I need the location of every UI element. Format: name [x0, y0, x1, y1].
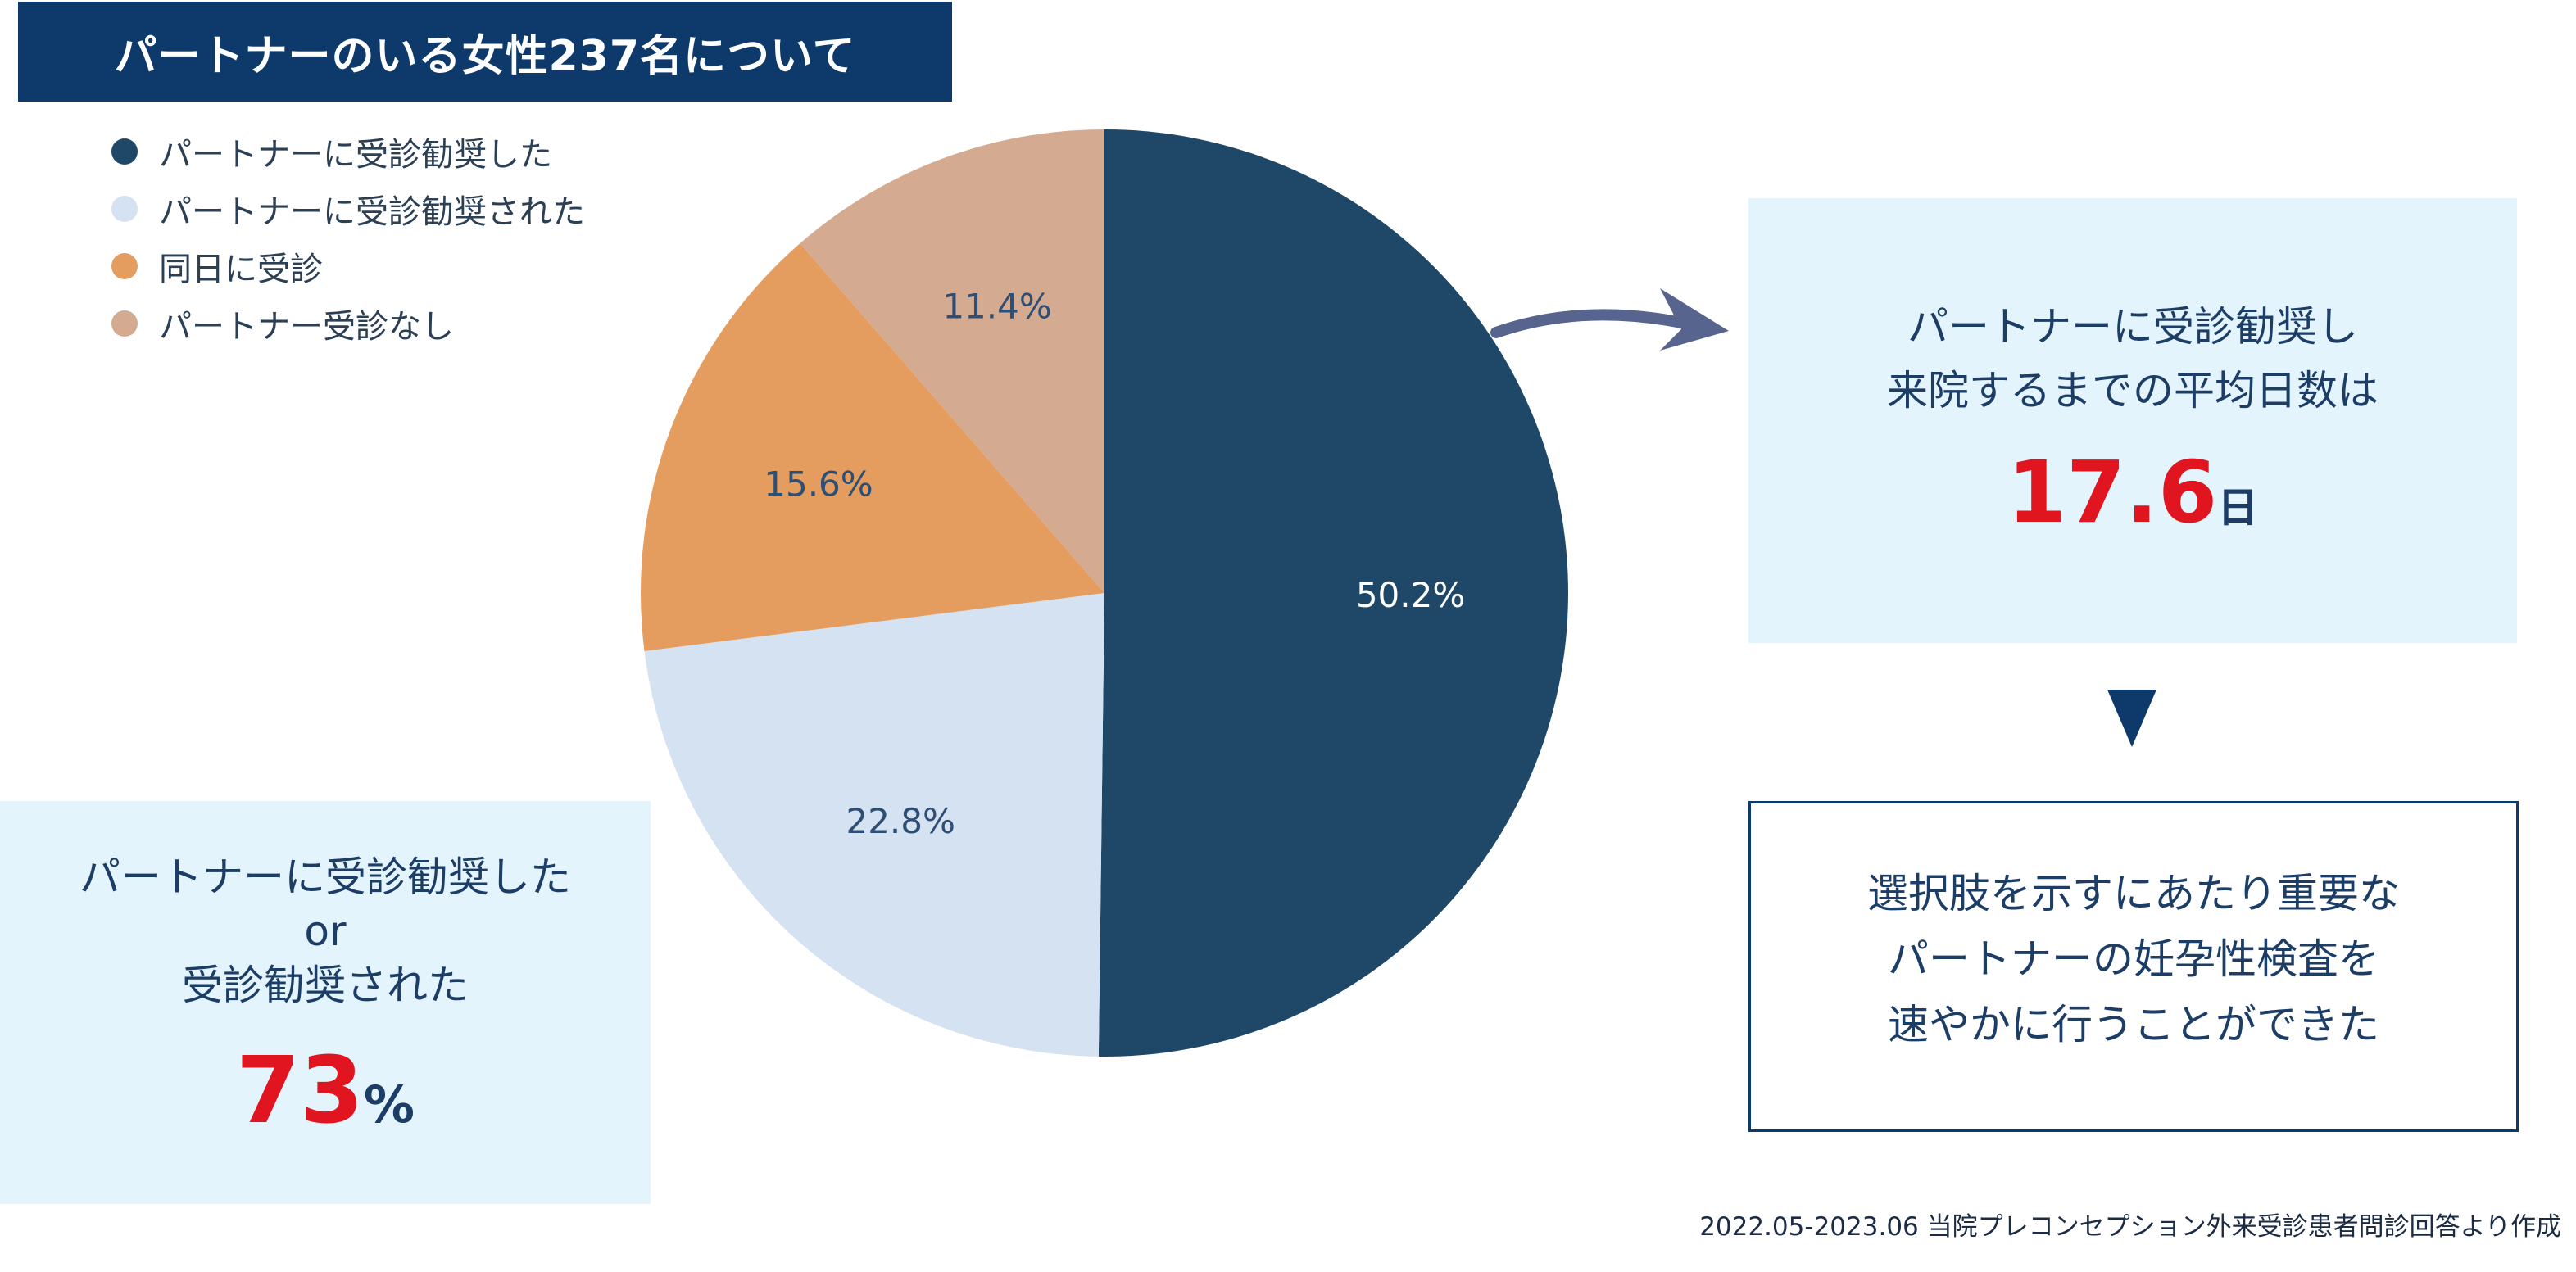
pie-data-label: 50.2%: [1356, 575, 1465, 615]
legend-item-no-visit: パートナー受診なし: [111, 295, 585, 352]
curved-arrow-icon: [1490, 309, 1710, 338]
legend-swatch: [111, 310, 138, 337]
summary-panel: パートナーに受診勧奨した or 受診勧奨された 73%: [0, 801, 651, 1204]
conclusion-line2: パートナーの妊孕性検査を: [1888, 935, 2379, 983]
arrow-head-icon: [1660, 288, 1729, 351]
pie-labels: 50.2% 22.8% 15.6% 11.4%: [764, 287, 1465, 842]
summary-value: 73: [236, 1038, 364, 1144]
down-triangle-icon: [2107, 690, 2156, 747]
legend-label: 同日に受診: [159, 251, 323, 288]
pie-data-label: 15.6%: [764, 464, 873, 504]
legend-label: パートナーに受診勧奨した: [159, 136, 552, 174]
average-days-value-row: 17.6日: [1748, 447, 2517, 563]
pie-slice-was-recommended: [644, 593, 1104, 1057]
conclusion-panel: 選択肢を示すにあたり重要な パートナーの妊孕性検査を 速やかに行うことができた: [1748, 801, 2519, 1132]
average-days-unit: 日: [2217, 484, 2259, 532]
pie-slice-same-day: [641, 243, 1104, 651]
legend-swatch: [111, 138, 138, 165]
summary-line1: パートナーに受診勧奨した: [79, 853, 571, 901]
average-days-value: 17.6: [2007, 442, 2218, 542]
summary-unit: %: [363, 1075, 415, 1134]
average-days-panel: パートナーに受診勧奨し 来院するまでの平均日数は 17.6日: [1748, 198, 2517, 643]
legend-item-same-day: 同日に受診: [111, 238, 585, 295]
legend-label: パートナー受診なし: [159, 308, 454, 346]
legend-swatch: [111, 253, 138, 279]
pie-data-label: 11.4%: [942, 287, 1051, 327]
legend-item-recommended: パートナーに受診勧奨した: [111, 123, 585, 180]
legend-swatch: [111, 196, 138, 222]
average-days-line2: 来院するまでの平均日数は: [1887, 367, 2379, 414]
pie-slice-no-visit: [800, 129, 1104, 593]
summary-line2: or: [304, 908, 347, 955]
summary-value-row: 73%: [0, 1042, 651, 1167]
source-footnote: 2022.05-2023.06 当院プレコンセプション外来受診患者問診回答より作…: [1699, 1212, 2561, 1242]
conclusion-line3: 速やかに行うことができた: [1888, 1001, 2379, 1048]
chart-legend: パートナーに受診勧奨した パートナーに受診勧奨された 同日に受診 パートナー受診…: [111, 123, 585, 352]
conclusion-line1: 選択肢を示すにあたり重要な: [1867, 870, 2400, 917]
page-title: パートナーのいる女性237名について: [18, 2, 952, 102]
pie-slices: [641, 129, 1568, 1057]
legend-item-was-recommended: パートナーに受診勧奨された: [111, 180, 585, 238]
average-days-line1: パートナーに受診勧奨し: [1907, 303, 2358, 351]
pie-data-label: 22.8%: [846, 801, 955, 841]
pie-slice-recommended: [1098, 129, 1568, 1057]
legend-label: パートナーに受診勧奨された: [159, 193, 585, 231]
summary-line3: 受診勧奨された: [182, 962, 469, 1009]
